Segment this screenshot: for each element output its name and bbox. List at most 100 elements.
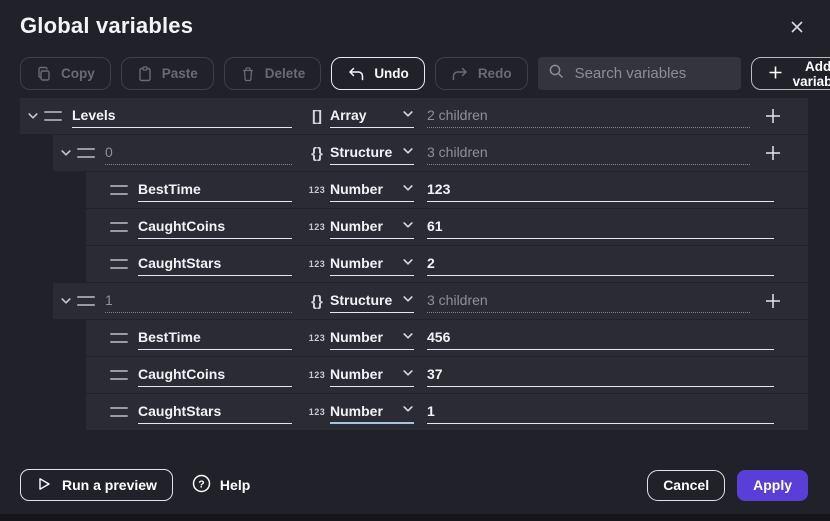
search-icon	[548, 63, 565, 85]
add-variable-label: Add variable	[792, 58, 830, 89]
copy-button[interactable]: Copy	[20, 57, 111, 90]
play-icon	[36, 476, 52, 495]
chevron-down-icon	[402, 366, 414, 384]
add-child-button[interactable]	[762, 290, 784, 312]
chevron-down-icon	[402, 218, 414, 236]
drag-handle[interactable]	[44, 111, 62, 121]
variable-value-input[interactable]: 37	[427, 363, 774, 387]
chevron-down-icon[interactable]	[26, 109, 40, 123]
add-child-button[interactable]	[762, 142, 784, 164]
dialog-header: Global variables	[0, 0, 830, 42]
variable-row: CaughtCoins 123 Number 37	[86, 357, 808, 393]
drag-handle[interactable]	[110, 259, 128, 269]
children-count: 3 children	[427, 141, 750, 165]
variable-type-label: Number	[330, 181, 383, 197]
chevron-down-icon[interactable]	[59, 294, 73, 308]
variable-value-input[interactable]: 123	[427, 178, 774, 202]
variable-name-input[interactable]: BestTime	[138, 178, 292, 202]
variable-type-select[interactable]: Structure	[330, 141, 414, 165]
redo-button[interactable]: Redo	[434, 57, 528, 90]
add-child-button[interactable]	[762, 105, 784, 127]
variable-name-input[interactable]: CaughtStars	[138, 400, 292, 424]
variable-type-select[interactable]: Number	[330, 252, 414, 276]
variable-row: 0 {} Structure 3 children	[53, 135, 808, 171]
variable-row: CaughtStars 123 Number 1	[86, 394, 808, 430]
variable-name-input[interactable]: CaughtCoins	[138, 363, 292, 387]
variable-type-label: Number	[330, 218, 383, 234]
variable-type-label: Number	[330, 366, 383, 382]
close-icon	[788, 18, 806, 41]
variable-name-input[interactable]: CaughtStars	[138, 252, 292, 276]
chevron-down-icon	[402, 181, 414, 199]
variable-type-select[interactable]: Number	[330, 326, 414, 350]
variable-row: 1 {} Structure 3 children	[53, 283, 808, 319]
children-count: 3 children	[427, 289, 750, 313]
variable-type-label: Number	[330, 329, 383, 345]
variable-type-label: Array	[330, 107, 367, 123]
bottom-strip	[0, 514, 830, 521]
variable-row: BestTime 123 Number 123	[86, 172, 808, 208]
variable-value-input[interactable]: 61	[427, 215, 774, 239]
variable-type-select[interactable]: Number	[330, 215, 414, 239]
delete-button[interactable]: Delete	[223, 57, 322, 90]
number-icon: 123	[308, 185, 326, 195]
search-input[interactable]	[574, 65, 731, 82]
plus-icon	[768, 65, 783, 83]
apply-button[interactable]: Apply	[737, 469, 808, 501]
drag-handle[interactable]	[110, 407, 128, 417]
chevron-down-icon[interactable]	[59, 146, 73, 160]
chevron-down-icon	[402, 329, 414, 347]
copy-label: Copy	[61, 66, 95, 81]
add-variable-button[interactable]: Add variable	[750, 57, 830, 90]
run-preview-button[interactable]: Run a preview	[20, 469, 173, 501]
help-label: Help	[219, 477, 251, 493]
help-icon: ?	[192, 474, 211, 496]
run-preview-label: Run a preview	[62, 477, 157, 493]
variable-value-input[interactable]: 1	[427, 400, 774, 424]
cancel-button[interactable]: Cancel	[647, 469, 726, 501]
chevron-down-icon	[402, 107, 414, 125]
toolbar: Copy Paste Delete Undo Redo	[20, 57, 830, 90]
cancel-label: Cancel	[663, 477, 710, 493]
variable-name-input[interactable]: 0	[105, 141, 292, 165]
redo-label: Redo	[477, 66, 512, 81]
variable-value-input[interactable]: 456	[427, 326, 774, 350]
apply-label: Apply	[753, 477, 792, 493]
variable-type-select[interactable]: Number	[330, 400, 414, 424]
variable-type-select[interactable]: Number	[330, 178, 414, 202]
search-box	[537, 57, 741, 90]
variable-value-input[interactable]: 2	[427, 252, 774, 276]
number-icon: 123	[308, 407, 326, 417]
variable-name-input[interactable]: CaughtCoins	[138, 215, 292, 239]
svg-text:?: ?	[198, 478, 204, 490]
help-button[interactable]: ? Help	[192, 474, 250, 496]
variable-type-select[interactable]: Array	[330, 104, 414, 128]
number-icon: 123	[308, 259, 326, 269]
close-button[interactable]	[784, 16, 810, 42]
drag-handle[interactable]	[77, 296, 95, 306]
array-icon: []	[312, 107, 322, 125]
variable-name-input[interactable]: 1	[105, 289, 292, 313]
variable-name-input[interactable]: BestTime	[138, 326, 292, 350]
variable-name-input[interactable]: Levels	[72, 104, 292, 128]
structure-icon: {}	[311, 292, 323, 310]
variable-type-select[interactable]: Structure	[330, 289, 414, 313]
drag-handle[interactable]	[77, 148, 95, 158]
delete-label: Delete	[264, 66, 306, 81]
paste-button[interactable]: Paste	[120, 57, 214, 90]
variable-type-label: Number	[330, 255, 383, 271]
undo-icon	[347, 66, 365, 82]
variable-row: Levels [] Array 2 children	[20, 98, 808, 134]
drag-handle[interactable]	[110, 185, 128, 195]
variable-row: CaughtCoins 123 Number 61	[86, 209, 808, 245]
chevron-down-icon	[402, 292, 414, 310]
undo-button[interactable]: Undo	[331, 57, 425, 90]
drag-handle[interactable]	[110, 370, 128, 380]
drag-handle[interactable]	[110, 333, 128, 343]
variable-type-select[interactable]: Number	[330, 363, 414, 387]
variable-type-label: Structure	[330, 292, 393, 308]
paste-label: Paste	[161, 66, 198, 81]
drag-handle[interactable]	[110, 222, 128, 232]
paste-icon	[137, 65, 153, 82]
